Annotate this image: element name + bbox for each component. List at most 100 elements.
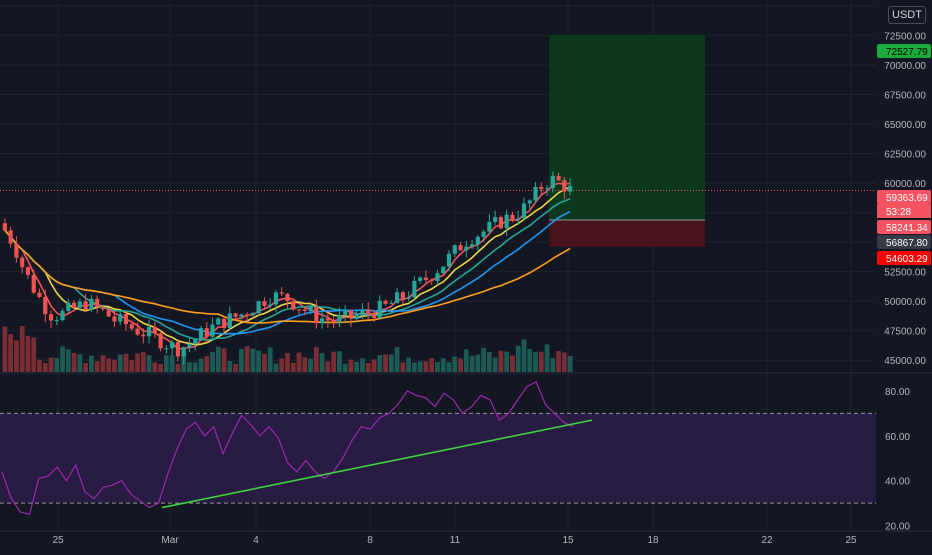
volume-bar: [135, 353, 140, 372]
time-tick-label: 18: [647, 535, 659, 546]
rsi-tick-label: 80.00: [885, 387, 910, 398]
candle-body: [343, 310, 348, 315]
volume-bar: [60, 346, 65, 372]
candle-body: [389, 303, 394, 305]
volume-bar: [446, 362, 452, 372]
price-badge-bg: [877, 251, 931, 265]
volume-bar: [348, 359, 354, 372]
candle-body: [291, 301, 296, 310]
volume-bar: [423, 361, 429, 372]
stop-zone: [549, 220, 705, 247]
candle-body: [227, 313, 232, 328]
volume-bar: [89, 355, 94, 372]
price-badge-text: 72527.79: [886, 47, 928, 58]
candle-body: [516, 218, 521, 220]
candle-body: [100, 307, 106, 310]
candle-body: [423, 277, 429, 280]
volume-bar: [412, 362, 417, 372]
volume-bar: [469, 355, 475, 372]
volume-bar: [106, 358, 112, 372]
candle-body: [464, 246, 469, 251]
candle-body: [250, 313, 255, 316]
volume-bar: [302, 357, 308, 372]
candle-body: [320, 318, 325, 324]
time-tick-label: 15: [562, 535, 574, 546]
candle-body: [325, 318, 330, 321]
volume-bar: [54, 357, 60, 372]
volume-bar: [319, 353, 325, 372]
time-tick-label: 8: [367, 535, 373, 546]
candle-body: [527, 200, 532, 204]
volume-bar: [561, 352, 567, 372]
candle-body: [521, 203, 527, 219]
price-badge-text: 53:28: [886, 207, 911, 218]
volume-bar: [290, 362, 296, 372]
price-tick-label: 72500.00: [884, 31, 926, 42]
price-tick-label: 60000.00: [884, 179, 926, 190]
volume-bar: [227, 360, 233, 372]
candle-body: [493, 217, 498, 222]
candle-body: [412, 280, 417, 298]
candle-body: [118, 314, 123, 322]
volume-bar: [556, 351, 561, 372]
candle-body: [400, 292, 405, 299]
price-tick-label: 50000.00: [884, 297, 926, 308]
volume-bar: [19, 326, 25, 372]
candle-body: [181, 347, 186, 357]
price-badge-last: 59363.69: [877, 190, 931, 204]
volume-bar: [262, 353, 267, 372]
price-badge-stop: 54603.29: [877, 251, 931, 265]
volume-bar: [129, 360, 135, 372]
candle-body: [83, 301, 88, 310]
price-badge-text: 58241.34: [886, 223, 928, 234]
volume-bar: [515, 345, 521, 372]
volume-bar: [406, 357, 412, 372]
candle-body: [302, 309, 307, 311]
price-badge-entry: 56867.80: [877, 235, 931, 249]
candle-body: [383, 300, 388, 304]
position-zones[interactable]: [549, 35, 705, 247]
candle-body: [262, 301, 267, 307]
candle-body: [158, 333, 163, 349]
currency-badge[interactable]: USDT: [888, 6, 926, 24]
candle-body: [152, 326, 157, 334]
price-tick-label: 70000.00: [884, 61, 926, 72]
profit-zone: [549, 35, 705, 221]
time-tick-label: 22: [761, 535, 773, 546]
volume-bar: [296, 352, 302, 372]
candle-body: [8, 230, 13, 244]
volume-bar: [337, 351, 342, 372]
candle-body: [539, 186, 544, 190]
volume-bar: [25, 335, 31, 372]
volume-bar: [77, 354, 83, 372]
volume-bar: [256, 350, 262, 372]
ma-line-38: [4, 229, 571, 324]
volume-bar: [394, 347, 400, 372]
candle-body: [72, 302, 77, 308]
candle-body: [210, 324, 215, 337]
price-badge-text: 56867.80: [886, 238, 928, 249]
candle-body: [435, 273, 440, 281]
volume-bar: [544, 344, 550, 372]
candle-body: [337, 314, 342, 323]
price-tick-label: 52500.00: [884, 268, 926, 279]
volume-bar: [313, 346, 319, 372]
volume-bar: [146, 355, 152, 372]
candle-body: [504, 214, 509, 229]
price-badge-bg: [877, 190, 931, 204]
volume-bar: [521, 339, 527, 372]
volume-bar: [163, 355, 169, 372]
candle-body: [273, 292, 279, 305]
candle-body: [441, 266, 446, 274]
candle-body: [43, 297, 48, 315]
volume-bar: [37, 359, 42, 372]
candle-body: [89, 298, 94, 310]
candle-body: [354, 314, 359, 319]
candle-body: [170, 342, 175, 349]
volume-bar: [550, 358, 556, 372]
candle-body: [106, 309, 111, 317]
volume-bar: [140, 352, 146, 372]
candle-body: [216, 318, 221, 325]
